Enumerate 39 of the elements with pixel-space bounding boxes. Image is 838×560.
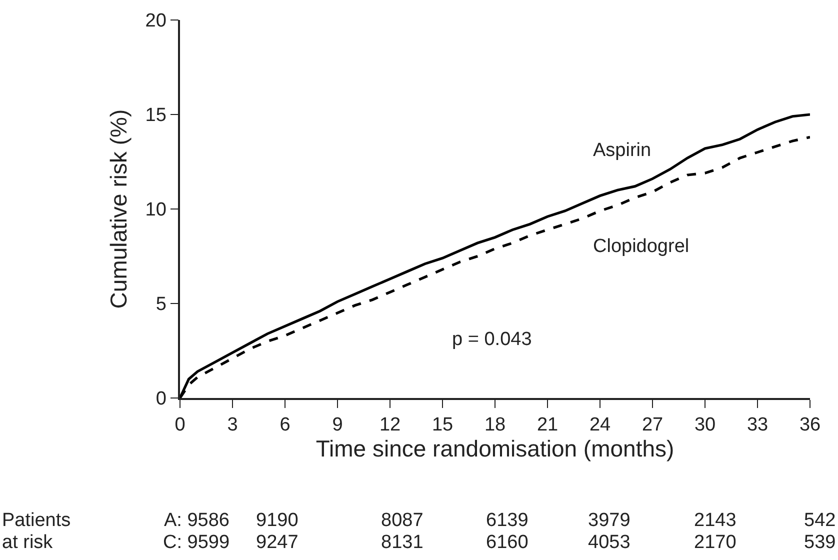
x-tick-label: 24 [589,414,611,436]
x-tick-label: 0 [174,414,186,436]
x-tick-label: 30 [694,414,716,436]
x-tick-label: 9 [332,414,343,436]
x-tick-label: 18 [484,414,506,436]
y-tick-label: 10 [145,200,166,221]
text: 539 [804,532,836,553]
y-tick-label: 15 [145,105,166,126]
text: C: 9599 [163,532,230,553]
text: at risk [2,532,54,553]
text: 8087 [381,510,424,531]
x-tick-label: 33 [746,414,768,436]
x-tick-label: 6 [280,414,290,436]
text: 542 [804,510,836,531]
x-tick-label: 3 [227,414,238,436]
x-tick-label: 15 [432,414,454,436]
text: 9247 [256,532,298,553]
text: Patients [2,510,71,531]
text: 2143 [694,510,736,531]
x-tick-label: 27 [642,414,664,436]
text: 6139 [486,510,528,531]
text: 2170 [694,532,736,553]
text: 8131 [381,532,424,553]
x-tick-label: 36 [799,414,821,436]
series-label: Clopidogrel [593,236,690,257]
text: 4053 [588,532,630,553]
y-axis-title: Cumulative risk (%) [105,109,132,309]
series-label: Aspirin [593,140,652,161]
x-axis-title: Time since randomisation (months) [316,436,674,462]
text: 9190 [256,510,298,531]
y-tick-label: 5 [156,294,166,316]
annotation: p = 0.043 [452,329,532,350]
text: 6160 [486,532,528,553]
text: 3979 [588,510,630,531]
x-tick-label: 21 [536,414,558,436]
y-tick-label: 20 [145,10,166,32]
x-tick-label: 12 [379,414,401,436]
text: A: 9586 [164,510,230,531]
y-tick-label: 0 [156,388,166,410]
